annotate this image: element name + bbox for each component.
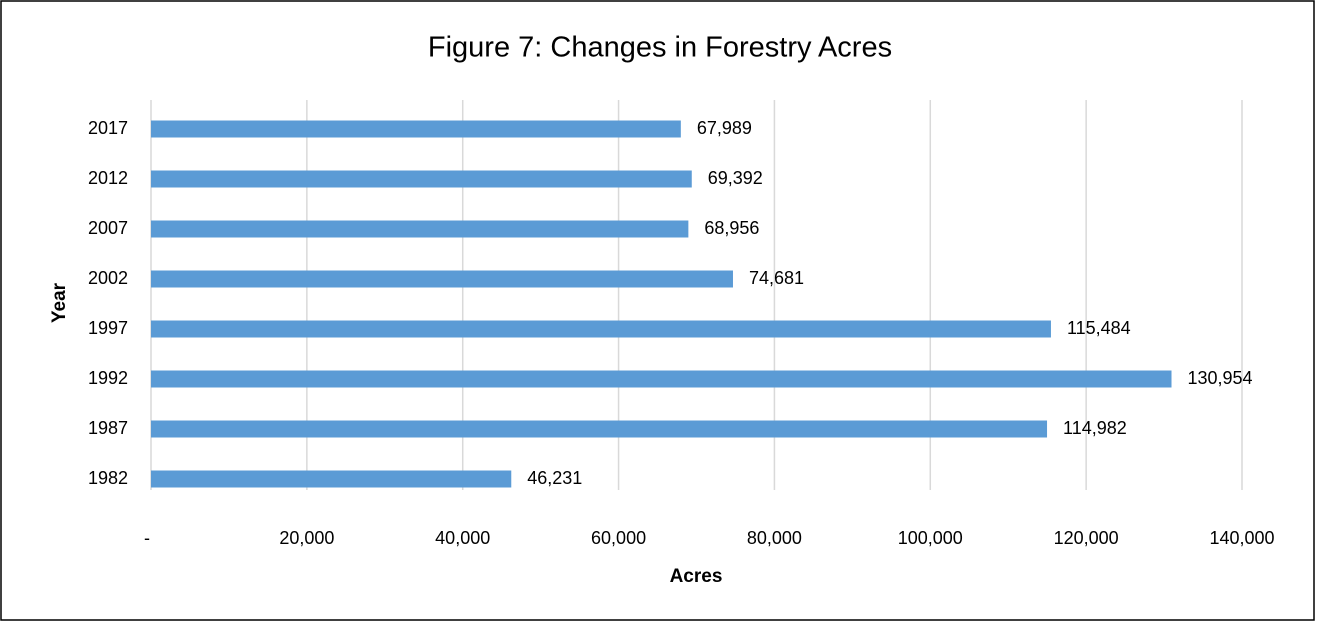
y-axis-title: Year <box>49 282 70 323</box>
x-tick-label: - <box>144 528 150 548</box>
x-tick-label: 80,000 <box>747 528 802 548</box>
data-label: 74,681 <box>749 268 804 288</box>
bar <box>151 370 1172 388</box>
data-label: 130,954 <box>1188 368 1253 388</box>
data-label: 115,484 <box>1067 318 1131 338</box>
bar <box>151 270 733 288</box>
data-label: 68,956 <box>704 218 759 238</box>
bar <box>151 220 689 238</box>
bar <box>151 170 692 188</box>
bar <box>151 470 512 488</box>
data-label: 114,982 <box>1063 418 1127 438</box>
y-tick-label: 1982 <box>88 468 128 488</box>
bar <box>151 320 1051 338</box>
x-tick-label: 120,000 <box>1054 528 1119 548</box>
chart-title: Figure 7: Changes in Forestry Acres <box>428 32 892 64</box>
y-tick-label: 1997 <box>88 318 128 338</box>
data-label: 67,989 <box>697 118 752 138</box>
x-tick-label: 60,000 <box>591 528 646 548</box>
data-label: 69,392 <box>708 168 763 188</box>
y-tick-label: 2017 <box>88 118 128 138</box>
x-tick-label: 20,000 <box>279 528 334 548</box>
bar <box>151 420 1048 438</box>
data-label: 46,231 <box>527 468 582 488</box>
x-tick-label: 140,000 <box>1209 528 1274 548</box>
x-tick-label: 100,000 <box>898 528 963 548</box>
x-axis-title: Acres <box>670 566 723 587</box>
y-tick-label: 2007 <box>88 218 128 238</box>
y-tick-label: 2002 <box>88 268 128 288</box>
y-tick-label: 1992 <box>88 368 128 388</box>
bar <box>151 120 681 138</box>
y-tick-label: 1987 <box>88 418 128 438</box>
x-tick-label: 40,000 <box>435 528 490 548</box>
y-tick-label: 2012 <box>88 168 128 188</box>
